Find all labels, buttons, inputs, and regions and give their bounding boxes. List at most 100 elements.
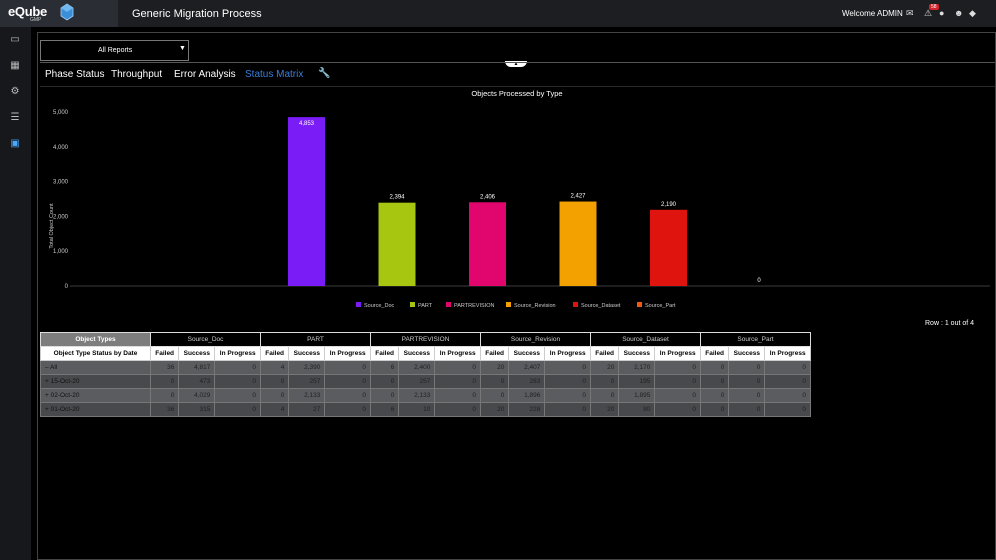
table-cell: 36: [149, 402, 180, 417]
gear-icon[interactable]: ⚙: [10, 86, 20, 97]
table-cell: 2,390: [288, 360, 326, 375]
objects-processed-chart: Objects Processed by Type Total Object C…: [40, 86, 995, 309]
table-cell: 2,407: [508, 360, 546, 375]
table-cell: 0: [728, 360, 766, 375]
sub-header: In Progress: [654, 346, 701, 361]
legend-label[interactable]: Source_Part: [645, 303, 676, 309]
app-logo-sub: GMP: [30, 17, 42, 23]
group-header[interactable]: Source_Doc: [150, 332, 261, 347]
legend-label[interactable]: PART: [418, 303, 433, 309]
legend-label[interactable]: Source_Doc: [364, 303, 395, 309]
table-row[interactable]: + 01-Oct-20 36 315 0 4 27 0 6 10 0 20 228 0 20 80 0 0 0 0: [40, 402, 811, 417]
bar-source-doc[interactable]: [288, 117, 325, 286]
legend-label[interactable]: Source_Dataset: [581, 303, 621, 309]
legend-swatch: [573, 302, 578, 307]
table-cell: 2,170: [618, 360, 656, 375]
table-cell: 228: [508, 402, 546, 417]
bar-partrevision[interactable]: [469, 202, 506, 286]
wrench-icon[interactable]: 🔧: [318, 68, 331, 79]
table-cell: 0: [699, 360, 730, 375]
table-cell: 0: [728, 388, 766, 403]
table-cell: 20: [589, 402, 620, 417]
list-icon[interactable]: ☰: [10, 112, 20, 123]
group-header[interactable]: Source_Dataset: [590, 332, 701, 347]
table-corner[interactable]: Object Types: [40, 332, 151, 347]
monitor-icon[interactable]: ▭: [10, 34, 20, 45]
y-tick-label: 1,000: [53, 249, 69, 255]
bar-value-label: 2,190: [661, 202, 677, 208]
chevron-down-icon: ▼: [179, 45, 186, 52]
tab-phase-status[interactable]: Phase Status: [45, 69, 105, 80]
report-select[interactable]: All Reports ▼: [40, 40, 189, 61]
table-cell: 0: [479, 388, 510, 403]
row-info: Row : 1 out of 4: [925, 320, 975, 327]
group-header[interactable]: Source_Revision: [480, 332, 591, 347]
notification-badge: 58: [929, 4, 939, 10]
sub-header: Success: [508, 346, 546, 361]
group-header[interactable]: Source_Part: [700, 332, 811, 347]
table-cell: 0: [149, 374, 180, 389]
report-select-value: All Reports: [98, 47, 133, 54]
sidebar: ▭ ▦ ⚙ ☰ ▣: [0, 27, 31, 560]
table-cell: 6: [369, 402, 400, 417]
bar-value-label: 2,427: [570, 194, 586, 200]
y-tick-label: 0: [65, 284, 69, 290]
table-cell: 6: [369, 360, 400, 375]
table-cell: 0: [369, 388, 400, 403]
table-row[interactable]: – All 36 4,817 0 4 2,390 0 6 2,400 0 20 2,407 0 20 2,1…: [40, 360, 811, 375]
row-label[interactable]: + 01-Oct-20: [40, 402, 151, 417]
table-cell: 0: [699, 388, 730, 403]
bar-value-label: 4,853: [299, 121, 315, 127]
table-row[interactable]: + 15-Oct-20 0 473 0 0 257 0 0 257 0 0 283 0 0 195 0 0 0 0: [40, 374, 811, 389]
bar-source-revision[interactable]: [559, 201, 597, 286]
table-cell: 0: [324, 388, 371, 403]
table-row[interactable]: + 02-Oct-20 0 4,029 0 0 2,133 0 0 2,133 0 0 1,896 0 0…: [40, 388, 811, 403]
message-icon[interactable]: ✉: [906, 8, 914, 18]
sub-header: Failed: [259, 346, 290, 361]
legend-label[interactable]: Source_Revision: [514, 303, 556, 309]
tab-status-matrix[interactable]: Status Matrix: [245, 69, 304, 80]
settings-diamond-icon[interactable]: ◆: [969, 8, 976, 18]
dashboard-icon[interactable]: ▦: [10, 60, 20, 71]
sub-header: Success: [618, 346, 656, 361]
legend-swatch: [410, 302, 415, 307]
row-label[interactable]: + 02-Oct-20: [40, 388, 151, 403]
sub-header: Failed: [589, 346, 620, 361]
help-icon[interactable]: ●: [939, 8, 945, 18]
alert-icon[interactable]: ⚠: [924, 8, 933, 18]
legend-swatch: [356, 302, 361, 307]
clipboard-icon[interactable]: ▣: [10, 138, 20, 149]
brand[interactable]: eQube GMP: [0, 0, 118, 27]
tab-throughput[interactable]: Throughput: [111, 69, 163, 80]
table-cell: 0: [149, 388, 180, 403]
top-bar: eQube GMP Generic Migration Process Welc…: [0, 0, 996, 27]
sub-header: In Progress: [544, 346, 591, 361]
collapse-toggle[interactable]: ▲: [505, 61, 527, 67]
bar-part[interactable]: [378, 202, 416, 286]
table-cell: 257: [398, 374, 436, 389]
table-cell: 0: [654, 360, 701, 375]
welcome-text: Welcome ADMIN: [842, 9, 903, 18]
row-label[interactable]: – All: [40, 360, 151, 375]
sub-header: Success: [398, 346, 436, 361]
table-cell: 0: [728, 374, 766, 389]
table-cell: 0: [214, 374, 261, 389]
table-cell: 2,133: [288, 388, 326, 403]
group-header[interactable]: PART: [260, 332, 371, 347]
bar-source-dataset[interactable]: [650, 209, 687, 286]
table-cell: 2,400: [398, 360, 436, 375]
table-cell: 0: [259, 374, 290, 389]
legend-label[interactable]: PARTREVISION: [454, 303, 494, 309]
table-cell: 257: [288, 374, 326, 389]
table-cell: 0: [434, 374, 481, 389]
row-label[interactable]: + 15-Oct-20: [40, 374, 151, 389]
table-cell: 195: [618, 374, 656, 389]
sub-header: Success: [178, 346, 216, 361]
sub-header: In Progress: [434, 346, 481, 361]
table-cell: 0: [544, 388, 591, 403]
table-cell: 0: [324, 374, 371, 389]
group-header[interactable]: PARTREVISION: [370, 332, 481, 347]
chart-ylabel: Total Object Count: [49, 203, 55, 249]
user-icon[interactable]: ☻: [954, 8, 964, 18]
tab-error-analysis[interactable]: Error Analysis: [174, 69, 236, 80]
